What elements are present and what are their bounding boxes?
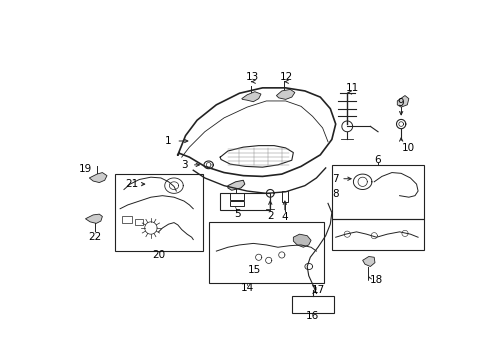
Text: 11: 11 (346, 83, 359, 93)
Bar (230, 201, 244, 206)
Text: 7: 7 (332, 174, 338, 184)
Text: 21: 21 (125, 179, 138, 189)
Text: 15: 15 (248, 265, 261, 275)
Text: 6: 6 (374, 155, 381, 165)
Bar (281, 191, 287, 202)
Bar (208, 222, 324, 283)
Text: 13: 13 (245, 72, 259, 82)
Text: 1: 1 (165, 136, 172, 146)
Bar (115, 174, 203, 251)
Text: 19: 19 (79, 164, 92, 174)
Text: 8: 8 (332, 189, 338, 199)
Polygon shape (362, 256, 374, 266)
Bar (230, 193, 244, 199)
Bar (220, 193, 270, 210)
Polygon shape (396, 95, 408, 107)
Text: 2: 2 (266, 211, 273, 221)
Text: 18: 18 (369, 275, 383, 285)
Polygon shape (241, 92, 261, 102)
Polygon shape (89, 172, 107, 183)
Text: 16: 16 (305, 311, 319, 321)
Polygon shape (293, 234, 310, 247)
Bar (291, 296, 333, 313)
Text: 10: 10 (402, 143, 415, 153)
Text: 12: 12 (279, 72, 292, 82)
Text: 22: 22 (88, 232, 101, 242)
Text: 14: 14 (240, 283, 253, 293)
Text: 4: 4 (281, 212, 287, 222)
Bar (122, 216, 131, 222)
Text: 17: 17 (311, 285, 324, 294)
Bar (331, 165, 424, 219)
Polygon shape (227, 180, 244, 190)
Text: 20: 20 (152, 250, 165, 260)
Polygon shape (276, 89, 294, 99)
Bar (135, 219, 143, 225)
Text: 9: 9 (397, 98, 404, 108)
Polygon shape (85, 214, 102, 223)
Text: 5: 5 (233, 209, 240, 219)
Text: 3: 3 (181, 160, 187, 170)
Bar (331, 219, 424, 249)
